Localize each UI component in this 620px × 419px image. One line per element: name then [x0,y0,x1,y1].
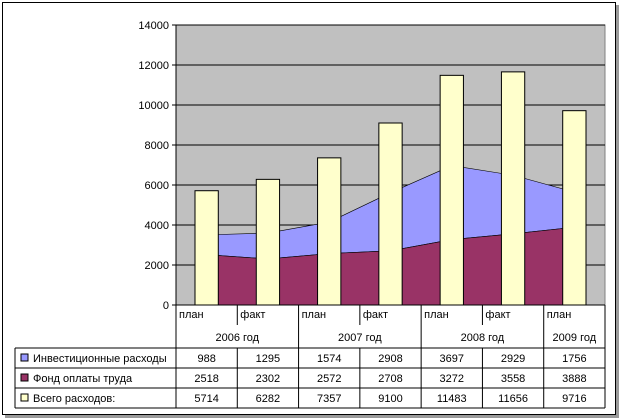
group-label: 2007 год [338,332,382,344]
bar [378,122,403,306]
table-value: 2908 [378,353,402,365]
table-value: 9716 [562,393,586,405]
bar [317,157,342,306]
table-value: 11483 [437,393,467,405]
category-label: план [179,309,204,321]
bar [194,190,219,306]
table-value: 1295 [256,353,280,365]
table-value: 2708 [378,373,402,385]
table-value: 988 [197,353,215,365]
legend-label: Фонд оплаты труда [33,373,133,385]
legend-swatch [20,353,29,362]
table-value: 3888 [562,373,586,385]
group-label: 2008 год [461,332,505,344]
category-label: факт [363,309,388,321]
category-label: план [302,309,327,321]
legend-label: Всего расходов: [33,393,115,405]
chart-frame: 0 2000 4000 6000 8000 10000 12000 14000 план факт… [2,2,616,415]
category-label: план [424,309,449,321]
table-value: 3697 [440,353,464,365]
table-value: 5714 [194,393,218,405]
bar [439,74,464,306]
table-value: 7357 [317,393,341,405]
table-value: 1756 [562,353,586,365]
bar [255,178,281,306]
table-value: 2572 [317,373,341,385]
bar [500,71,526,306]
table-value: 11656 [498,393,528,405]
legend-label: Инвестиционные расходы [33,353,167,365]
table-value: 3558 [501,373,525,385]
table-value: 1574 [317,353,341,365]
chart: 0 2000 4000 6000 8000 10000 12000 14000 план факт… [14,20,606,409]
legend-swatch [20,373,29,382]
y-tick-label: 14000 [138,20,169,32]
bar [562,110,587,306]
y-tick-label: 10000 [138,100,169,112]
group-label: 2006 год [215,332,259,344]
group-label: 2009 год [553,332,597,344]
category-label: факт [485,309,510,321]
table-value: 6282 [256,393,280,405]
table-value: 2518 [194,373,218,385]
y-tick-label: 4000 [145,220,169,232]
y-tick-label: 12000 [138,60,169,72]
table-value: 2929 [501,353,525,365]
y-tick-label: 8000 [145,140,169,152]
y-tick-label: 0 [163,300,169,312]
table-value: 2302 [256,373,280,385]
y-tick-label: 2000 [145,260,169,272]
y-tick-label: 6000 [145,180,169,192]
category-label: факт [240,309,265,321]
table-value: 3272 [440,373,464,385]
category-label: план [547,309,572,321]
table-value: 9100 [378,393,402,405]
legend-swatch [20,393,29,402]
